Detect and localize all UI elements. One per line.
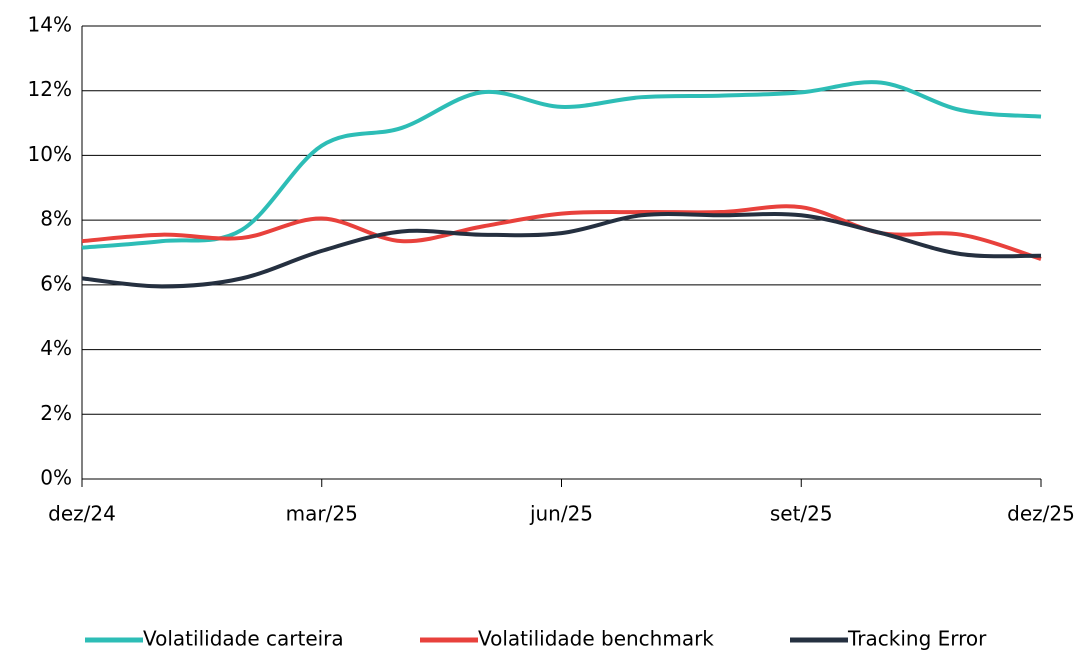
legend-label: Volatilidade benchmark (478, 627, 714, 651)
x-tick-label: set/25 (770, 502, 833, 526)
line-series (81, 211, 1042, 289)
legend-label: Volatilidade carteira (143, 627, 344, 651)
y-tick-label: 4% (40, 336, 72, 360)
legend-label: Tracking Error (847, 627, 987, 651)
y-tick-label: 14% (28, 13, 72, 37)
x-tick-label: jun/25 (529, 502, 593, 526)
y-tick-label: 8% (40, 207, 72, 231)
y-tick-label: 10% (28, 142, 72, 166)
x-tick-label: mar/25 (286, 502, 358, 526)
y-tick-label: 6% (40, 271, 72, 295)
y-tick-label: 2% (40, 401, 72, 425)
y-tick-label: 12% (28, 77, 72, 101)
x-tick-label: dez/24 (48, 502, 116, 526)
line-series (81, 80, 1042, 250)
x-tick-label: dez/25 (1007, 502, 1075, 526)
y-tick-label: 0% (40, 466, 72, 490)
